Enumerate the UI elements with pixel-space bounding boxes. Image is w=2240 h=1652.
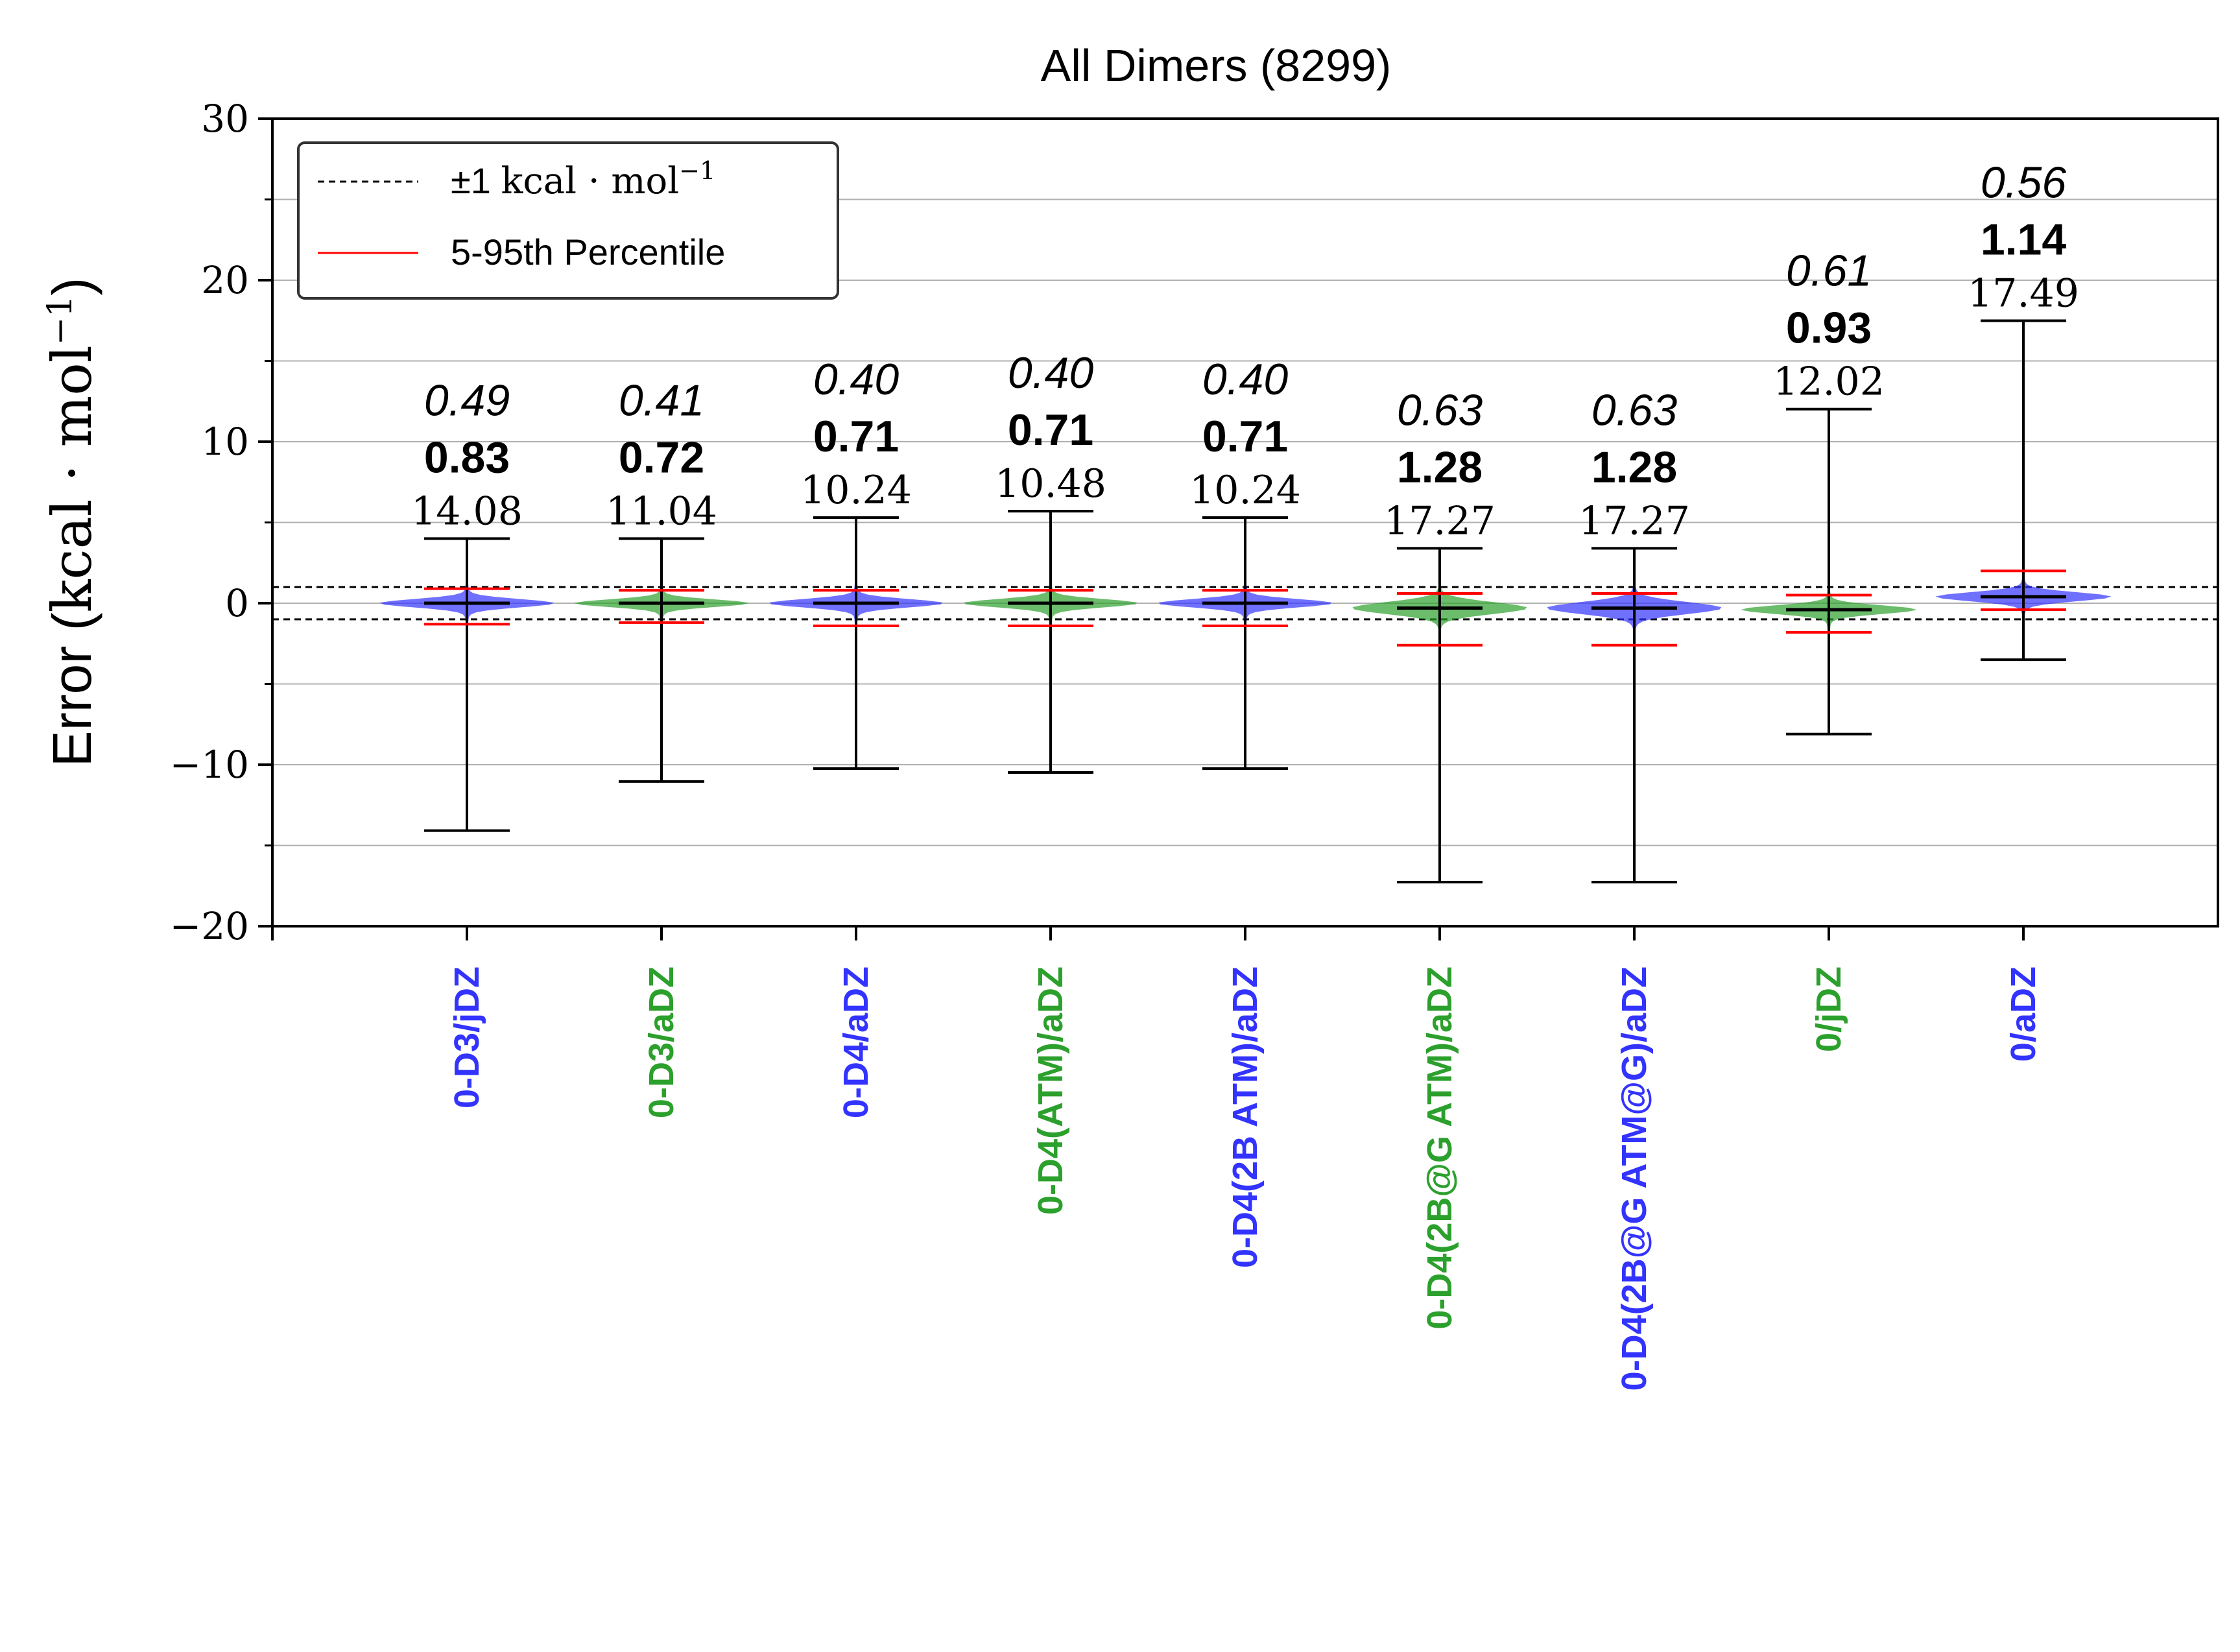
x-tick-label: 0-D4(ATM)/aDZ bbox=[1031, 966, 1070, 1215]
y-axis-label-suffix: ) bbox=[42, 278, 102, 296]
rmse-label: 0.71 bbox=[1008, 405, 1093, 455]
max-error-label: 10.48 bbox=[995, 461, 1106, 507]
legend-label-reference-exp: −1 bbox=[679, 156, 715, 185]
x-tick-label: 0/jDZ bbox=[1809, 966, 1848, 1052]
mae-label: 0.40 bbox=[813, 355, 900, 404]
legend-label-percentile: 5-95th Percentile bbox=[451, 232, 725, 272]
stat-labels: 14.08 0.83 0.49 11.04 0.72 0.41 10.24 0.71 0.40 1… bbox=[411, 158, 2079, 544]
max-error-label: 11.04 bbox=[606, 488, 717, 534]
legend-label-reference-prefix: ±1 bbox=[451, 160, 501, 201]
max-error-label: 17.49 bbox=[1968, 270, 2079, 316]
x-tick-label: 0-D4(2B ATM)/aDZ bbox=[1226, 966, 1265, 1268]
x-tick-label: 0-D3/jDZ bbox=[447, 966, 486, 1108]
rmse-label: 1.14 bbox=[1981, 215, 2067, 264]
max-error-label: 17.27 bbox=[1384, 498, 1495, 544]
x-tick-label: 0-D4/aDZ bbox=[837, 966, 876, 1118]
mae-label: 0.41 bbox=[619, 376, 704, 425]
rmse-label: 0.72 bbox=[619, 433, 704, 482]
rmse-label: 1.28 bbox=[1591, 442, 1677, 492]
mae-label: 0.63 bbox=[1397, 385, 1483, 435]
y-axis-label-prefix: Error ( bbox=[42, 612, 102, 767]
max-error-label: 12.02 bbox=[1773, 359, 1885, 405]
y-axis-ticks: −20 −10 0 10 20 30 bbox=[170, 97, 272, 948]
y-axis-label: Error (kcal · mol−1) bbox=[40, 278, 104, 767]
max-error-label: 17.27 bbox=[1579, 498, 1690, 544]
mae-label: 0.63 bbox=[1591, 385, 1678, 435]
x-tick-label: 0-D4(2B@G ATM@G)/aDZ bbox=[1615, 966, 1654, 1391]
rmse-label: 0.83 bbox=[424, 433, 510, 482]
legend-label-reference-unit: kcal · mol bbox=[501, 160, 679, 202]
y-axis-label-exp: −1 bbox=[41, 296, 80, 346]
whiskers bbox=[424, 319, 2066, 884]
x-tick-label: 0-D4(2B@G ATM)/aDZ bbox=[1420, 966, 1459, 1330]
y-tick-label: 20 bbox=[201, 258, 249, 302]
x-tick-label: 0-D3/aDZ bbox=[642, 966, 681, 1118]
x-axis-ticks: 0-D3/jDZ 0-D3/aDZ 0-D4/aDZ 0-D4(ATM)/aDZ 0-D… bbox=[271, 926, 2043, 1391]
y-tick-label: 30 bbox=[201, 97, 249, 141]
max-error-label: 14.08 bbox=[411, 488, 523, 534]
mae-label: 0.40 bbox=[1202, 355, 1289, 404]
y-tick-label: 0 bbox=[225, 581, 249, 625]
legend-box bbox=[297, 141, 839, 300]
legend-label-reference: ±1 kcal · mol−1 bbox=[451, 156, 715, 202]
chart-title: All Dimers (8299) bbox=[1041, 40, 1392, 91]
y-tick-label: 10 bbox=[201, 420, 249, 464]
legend: ±1 kcal · mol−1 5-95th Percentile bbox=[297, 141, 839, 300]
max-error-label: 10.24 bbox=[800, 468, 912, 513]
y-axis-label-unit: kcal · mol bbox=[40, 345, 104, 612]
mae-label: 0.61 bbox=[1786, 246, 1872, 296]
rmse-label: 0.93 bbox=[1786, 304, 1872, 353]
rmse-label: 0.71 bbox=[1202, 412, 1288, 461]
y-tick-label: −20 bbox=[170, 904, 249, 948]
rmse-label: 0.71 bbox=[813, 412, 899, 461]
x-tick-label: 0/aDZ bbox=[2004, 966, 2043, 1062]
y-tick-label: −10 bbox=[170, 743, 249, 787]
mae-label: 0.49 bbox=[424, 376, 510, 425]
max-error-label: 10.24 bbox=[1189, 468, 1301, 513]
rmse-label: 1.28 bbox=[1397, 442, 1483, 492]
mae-label: 0.56 bbox=[1981, 158, 2067, 207]
mae-label: 0.40 bbox=[1008, 348, 1094, 398]
